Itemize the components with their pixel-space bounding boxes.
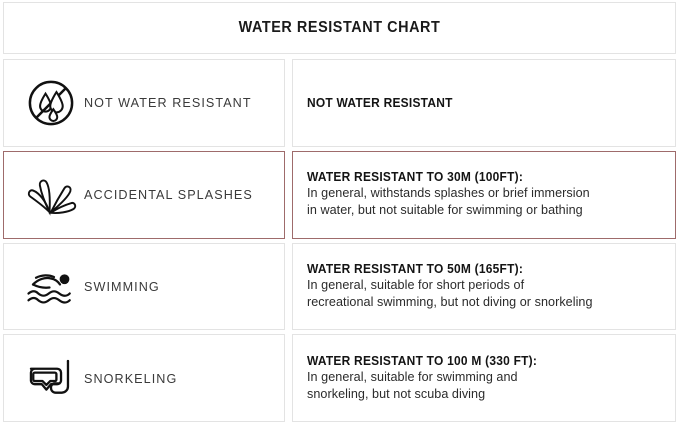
row-category-cell[interactable]: SWIMMING — [3, 242, 285, 331]
page-title: WATER RESISTANT CHART — [238, 19, 441, 36]
row-description-line: In general, suitable for short periods o… — [307, 276, 525, 292]
table-row: SWIMMING WATER RESISTANT TO 50M (165FT):… — [3, 242, 676, 335]
row-label: NOT WATER RESISTANT — [84, 95, 252, 111]
row-heading: WATER RESISTANT TO 30M (100FT): — [307, 170, 524, 185]
snorkel-mask-icon — [18, 353, 84, 403]
row-description-line: in water, but not suitable for swimming … — [307, 202, 583, 218]
no-water-resistant-icon — [18, 78, 84, 128]
chart-rows: NOT WATER RESISTANT NOT WATER RESISTANT — [3, 54, 676, 426]
row-detail-cell: WATER RESISTANT TO 50M (165FT): In gener… — [292, 242, 676, 331]
row-label: ACCIDENTAL SPLASHES — [84, 187, 253, 203]
splash-icon — [18, 172, 84, 218]
row-detail-cell: WATER RESISTANT TO 100 M (330 FT): In ge… — [292, 334, 676, 422]
row-category-cell[interactable]: SNORKELING — [3, 334, 285, 422]
row-label: SNORKELING — [84, 370, 178, 386]
chart-header: WATER RESISTANT CHART — [3, 2, 676, 54]
swimmer-icon — [18, 264, 84, 308]
table-row: NOT WATER RESISTANT NOT WATER RESISTANT — [3, 59, 676, 151]
row-description-line: recreational swimming, but not diving or… — [307, 293, 593, 309]
row-heading: WATER RESISTANT TO 50M (165FT): — [307, 261, 524, 276]
row-description-line: snorkeling, but not scuba diving — [307, 385, 486, 401]
row-category-cell[interactable]: ACCIDENTAL SPLASHES — [3, 150, 285, 239]
row-detail-cell: NOT WATER RESISTANT — [292, 59, 676, 147]
row-heading: NOT WATER RESISTANT — [307, 95, 453, 110]
table-row: ACCIDENTAL SPLASHES WATER RESISTANT TO 3… — [3, 150, 676, 243]
row-category-cell[interactable]: NOT WATER RESISTANT — [3, 59, 285, 147]
row-description-line: In general, suitable for swimming and — [307, 368, 518, 384]
row-label: SWIMMING — [84, 278, 160, 294]
table-row: SNORKELING WATER RESISTANT TO 100 M (330… — [3, 334, 676, 426]
row-detail-cell: WATER RESISTANT TO 30M (100FT): In gener… — [292, 150, 676, 239]
row-description-line: In general, withstands splashes or brief… — [307, 185, 590, 201]
row-heading: WATER RESISTANT TO 100 M (330 FT): — [307, 353, 538, 368]
